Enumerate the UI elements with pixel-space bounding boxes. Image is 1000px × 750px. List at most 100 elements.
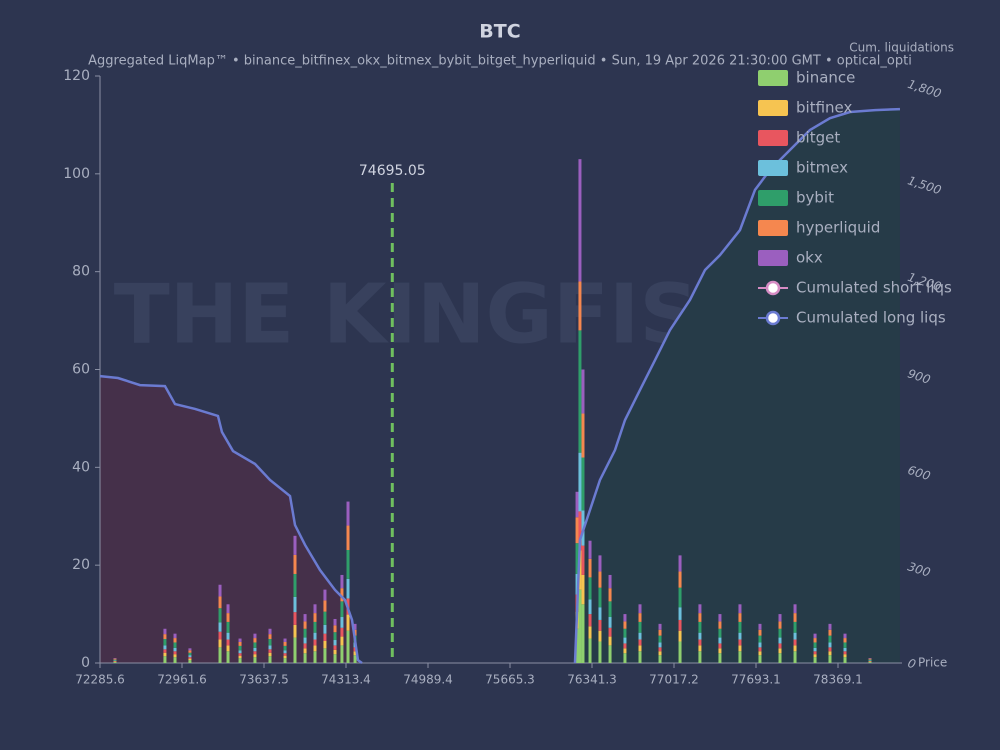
bar-segment: [608, 617, 612, 628]
bar-segment: [268, 634, 272, 640]
bar-segment: [793, 621, 797, 633]
bar-segment: [173, 654, 177, 658]
bar-segment: [578, 159, 582, 282]
bar-segment: [623, 614, 627, 622]
bar-segment: [581, 457, 585, 511]
cumulative-line: [573, 107, 901, 664]
bar-segment: [588, 577, 592, 600]
x-tick-label: 76341.3: [567, 673, 617, 687]
y-tick-label: 100: [63, 166, 90, 182]
bar-segment: [598, 555, 602, 572]
bar-segment: [333, 645, 337, 650]
bar-segment: [718, 628, 722, 638]
legend-label: okx: [796, 249, 823, 267]
legend-swatch: [758, 130, 788, 146]
bar-segment: [778, 648, 782, 654]
legend-label: bitmex: [796, 159, 848, 177]
bar-segment: [588, 599, 592, 615]
bar-segment: [813, 657, 817, 663]
bar-segment: [868, 659, 872, 661]
y2-tick-label: 0: [906, 656, 918, 672]
bar-segment: [323, 589, 327, 601]
bar-segment: [218, 647, 222, 663]
bar-segment: [238, 655, 242, 659]
bar-segment: [293, 573, 297, 597]
bar-segment: [623, 653, 627, 663]
bar-segment: [353, 647, 357, 652]
cumulative-line: [99, 374, 363, 665]
bar-segment: [793, 604, 797, 614]
bar-segment: [323, 648, 327, 663]
bar-segment: [173, 638, 177, 643]
bar-segment: [173, 633, 177, 639]
bar-segment: [238, 638, 242, 642]
y-tick-label: 0: [81, 655, 90, 671]
bar-segment: [218, 596, 222, 609]
bar-segment: [581, 574, 585, 605]
bar-segment: [758, 629, 762, 636]
bar-segment: [113, 659, 117, 661]
bar-segment: [303, 643, 307, 649]
bar-segment: [778, 653, 782, 663]
bar-segment: [163, 652, 167, 657]
bar-segment: [163, 645, 167, 650]
bar-segment: [738, 651, 742, 663]
bar-segment: [843, 657, 847, 663]
bar-segment: [698, 645, 702, 652]
bar-segment: [303, 653, 307, 663]
bar-segment: [738, 639, 742, 646]
bar-segment: [698, 651, 702, 663]
bar-segment: [843, 633, 847, 639]
bar-segment: [718, 653, 722, 663]
bar-segment: [163, 628, 167, 635]
bar-segment: [588, 558, 592, 578]
bar-segment: [778, 628, 782, 638]
chart-subtitle: Aggregated LiqMap™ • binance_bitfinex_ok…: [88, 54, 912, 69]
bar-segment: [793, 639, 797, 646]
bar-segment: [346, 614, 350, 631]
bar-segment: [758, 635, 762, 643]
bar-segment: [323, 624, 327, 634]
bar-segment: [778, 614, 782, 622]
bar-segment: [253, 651, 257, 655]
bar-segment: [738, 613, 742, 622]
bar-segment: [313, 604, 317, 614]
bar-segment: [778, 637, 782, 644]
bar-segment: [218, 639, 222, 648]
bar-segment: [598, 641, 602, 663]
bar-segment: [313, 645, 317, 652]
bar-segment: [623, 621, 627, 629]
bar-segment: [218, 584, 222, 597]
legend-label: hyperliquid: [796, 219, 880, 237]
y2-tick-label: 600: [906, 463, 932, 484]
bar-segment: [758, 655, 762, 663]
bar-segment: [340, 645, 344, 663]
bar-segment: [813, 647, 817, 652]
bar-segment: [283, 641, 287, 646]
bar-segment: [578, 452, 582, 512]
bar-segment: [738, 604, 742, 614]
bar-segment: [226, 632, 230, 640]
bar-segment: [313, 613, 317, 622]
bar-segment: [758, 651, 762, 656]
bar-segment: [843, 647, 847, 652]
bar-segment: [581, 413, 585, 458]
bar-segment: [828, 647, 832, 652]
bar-segment: [813, 654, 817, 658]
bar-segment: [353, 623, 357, 630]
y-tick-label: 120: [63, 68, 90, 84]
bar-segment: [758, 647, 762, 652]
bar-segment: [638, 645, 642, 652]
bar-segment: [758, 623, 762, 630]
bar-segment: [843, 638, 847, 643]
bar-segment: [283, 650, 287, 654]
bar-segment: [313, 651, 317, 663]
x-tick-label: 72961.6: [157, 673, 207, 687]
bar-segment: [340, 636, 344, 646]
bar-segment: [608, 636, 612, 646]
bar-segment: [340, 627, 344, 637]
bar-segment: [340, 601, 344, 618]
bar-segment: [658, 623, 662, 630]
legend-label: Cumulated long liqs: [796, 309, 946, 327]
bar-segment: [303, 648, 307, 654]
